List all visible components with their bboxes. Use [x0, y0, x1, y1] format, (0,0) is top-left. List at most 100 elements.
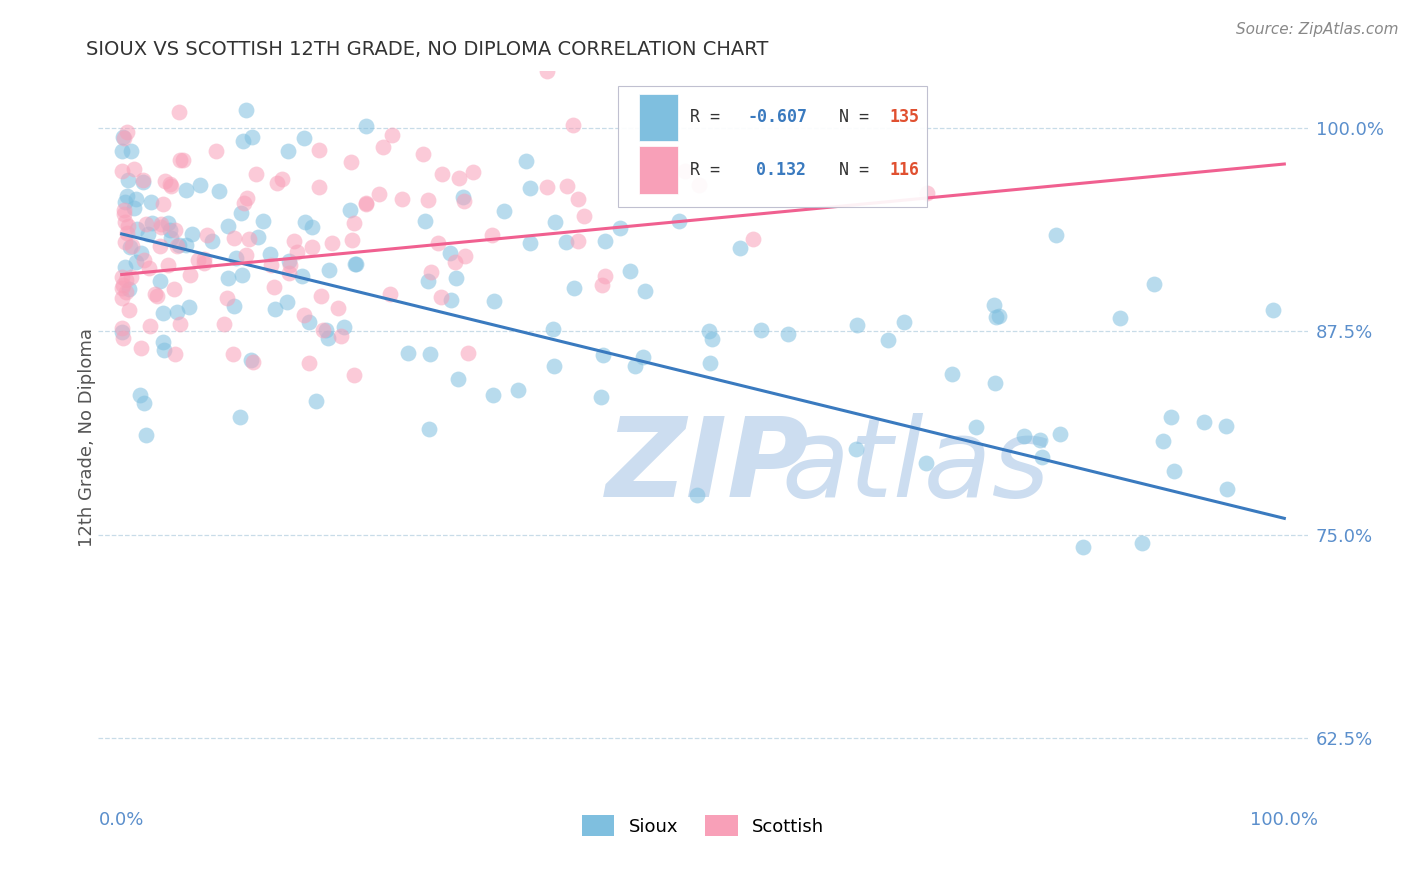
Point — [229, 409, 252, 424]
Point — [291, 269, 314, 284]
Point — [419, 347, 441, 361]
Point — [264, 301, 287, 316]
Point — [543, 359, 565, 374]
Point — [114, 215, 136, 229]
Point — [231, 206, 253, 220]
Point — [276, 294, 298, 309]
Point — [699, 356, 721, 370]
Point — [426, 236, 449, 251]
Text: N =: N = — [828, 161, 879, 179]
Point — [315, 323, 337, 337]
Point — [129, 341, 152, 355]
Point — [742, 232, 765, 246]
Point — [419, 265, 441, 279]
Point — [150, 217, 173, 231]
Point — [294, 215, 316, 229]
Point — [115, 285, 138, 300]
Point — [321, 236, 343, 251]
Point — [430, 290, 453, 304]
Point — [367, 187, 389, 202]
Point — [111, 321, 134, 335]
Point — [160, 231, 183, 245]
Point — [231, 268, 253, 283]
Point — [356, 197, 378, 211]
Point — [159, 177, 181, 191]
Point — [187, 253, 209, 268]
Point — [135, 427, 157, 442]
Point — [1028, 434, 1050, 448]
Point — [572, 210, 595, 224]
Point — [193, 256, 215, 270]
Point — [174, 238, 197, 252]
Point — [1216, 483, 1239, 497]
Point — [114, 194, 136, 209]
Point — [915, 186, 938, 201]
Point — [117, 219, 139, 233]
Point — [1163, 464, 1185, 478]
Point — [697, 324, 720, 338]
Point — [1014, 429, 1036, 443]
Point — [152, 334, 174, 349]
Point — [418, 274, 440, 288]
Point — [235, 191, 257, 205]
Point — [217, 219, 239, 233]
Point — [259, 258, 281, 272]
Point — [125, 222, 148, 236]
Point — [877, 333, 900, 347]
Point — [217, 271, 239, 285]
Point — [122, 161, 145, 176]
Point — [165, 223, 187, 237]
Point — [224, 299, 246, 313]
Point — [292, 309, 315, 323]
Point — [318, 262, 340, 277]
Point — [342, 368, 364, 383]
Point — [177, 300, 200, 314]
Point — [700, 332, 723, 346]
Point — [941, 367, 963, 381]
Point — [205, 144, 228, 158]
Point — [1071, 540, 1094, 554]
Point — [292, 131, 315, 145]
Point — [238, 231, 260, 245]
Point — [342, 233, 364, 247]
Point — [845, 442, 868, 457]
Point — [188, 178, 211, 192]
Point — [169, 105, 191, 120]
Point — [208, 184, 231, 198]
Point — [668, 214, 690, 228]
Point — [112, 278, 135, 293]
Point — [153, 343, 176, 357]
Point — [174, 183, 197, 197]
Point — [124, 201, 146, 215]
Point — [111, 331, 134, 345]
Point — [225, 251, 247, 265]
Point — [283, 235, 305, 249]
Text: R =: R = — [690, 109, 730, 127]
Text: atlas: atlas — [782, 413, 1050, 520]
Point — [215, 291, 238, 305]
Point — [141, 194, 163, 209]
FancyBboxPatch shape — [619, 86, 927, 207]
Point — [378, 287, 401, 301]
Point — [118, 303, 141, 318]
Point — [235, 248, 257, 262]
Point — [983, 298, 1005, 312]
Y-axis label: 12th Grade, No Diploma: 12th Grade, No Diploma — [79, 327, 96, 547]
Point — [567, 192, 589, 206]
Point — [111, 270, 134, 285]
Point — [541, 322, 564, 336]
Point — [155, 174, 177, 188]
Point — [519, 235, 541, 250]
Point — [235, 103, 257, 117]
Point — [343, 256, 366, 270]
Point — [749, 323, 772, 337]
Text: 116: 116 — [889, 161, 920, 179]
Point — [181, 227, 204, 241]
Point — [305, 394, 328, 409]
Point — [449, 171, 471, 186]
Point — [117, 226, 139, 240]
Point — [160, 179, 183, 194]
Point — [391, 192, 413, 206]
Point — [329, 329, 352, 343]
Point — [129, 388, 152, 402]
